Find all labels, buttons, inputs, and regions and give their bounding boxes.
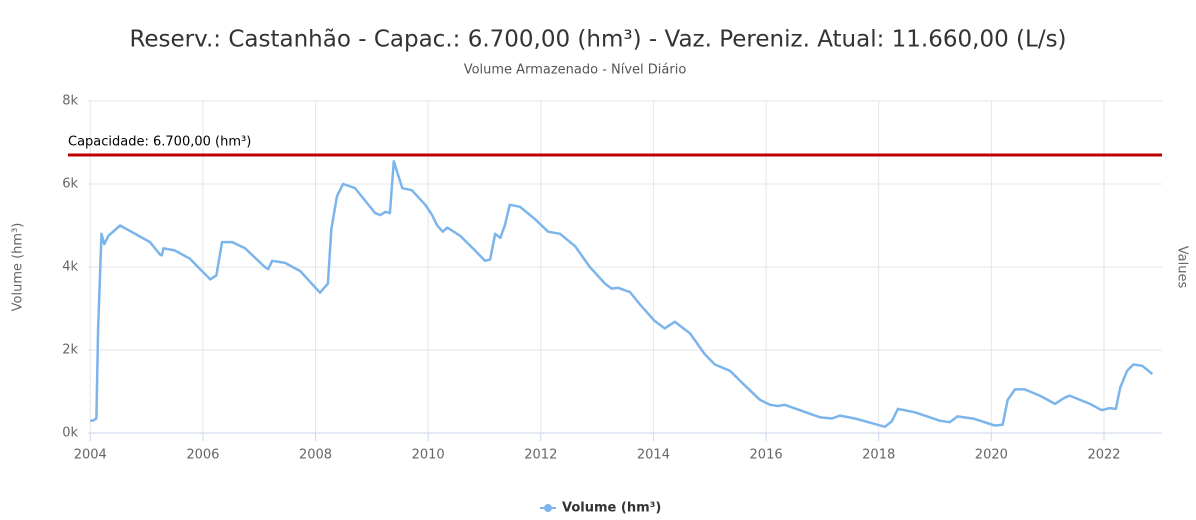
x-tick-label: 2010 [412, 448, 445, 463]
legend-label: Volume (hm³) [562, 501, 661, 516]
y-tick-label: 6k [62, 177, 78, 192]
x-tick-label: 2004 [74, 448, 107, 463]
x-tick-label: 2022 [1087, 448, 1120, 463]
chart-title: Reserv.: Castanhão - Capac.: 6.700,00 (h… [129, 27, 1066, 53]
x-tick-label: 2012 [524, 448, 557, 463]
y-tick-label: 8k [62, 94, 78, 109]
x-tick-label: 2014 [637, 448, 670, 463]
legend-swatch [544, 504, 552, 512]
y-tick-label: 0k [62, 426, 78, 441]
y2-axis-title: Values [1175, 246, 1190, 289]
y-tick-label: 2k [62, 343, 78, 358]
data-line [90, 159, 1154, 429]
chart-subtitle: Volume Armazenado - Nível Diário [464, 63, 687, 78]
x-tick-label: 2018 [862, 448, 895, 463]
capacity-label: Capacidade: 6.700,00 (hm³) [68, 134, 251, 149]
x-tick-label: 2020 [975, 448, 1008, 463]
x-tick-label: 2006 [186, 448, 219, 463]
x-tick-label: 2008 [299, 448, 332, 463]
x-tick-label: 2016 [750, 448, 783, 463]
y-tick-label: 4k [62, 260, 78, 275]
y-axis-title: Volume (hm³) [11, 223, 26, 312]
